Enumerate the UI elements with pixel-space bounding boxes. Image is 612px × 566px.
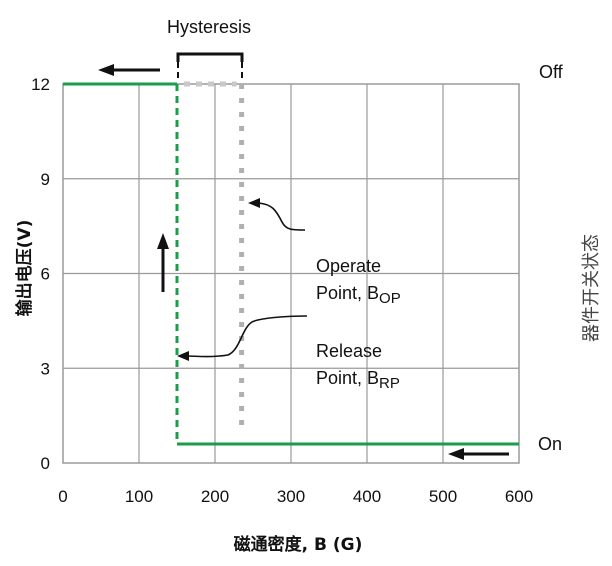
arrow-left-bottom <box>448 448 509 460</box>
operate-point-subscript: OP <box>379 290 401 307</box>
y-tick-label: 9 <box>41 170 50 189</box>
operate-point-label-line2: Point, BOP <box>316 283 401 307</box>
release-point-label-line1: Release <box>316 341 382 361</box>
hysteresis-bracket <box>176 52 244 62</box>
x-tick-label: 200 <box>201 487 229 506</box>
x-tick-label: 500 <box>429 487 457 506</box>
y-tick-label: 3 <box>41 359 50 378</box>
arrow-left-top <box>98 64 160 76</box>
y-tick-label: 6 <box>41 265 50 284</box>
tick-layer: 0 100 200 300 400 500 600 0 3 6 9 12 <box>31 75 533 506</box>
on-label: On <box>538 434 562 454</box>
y-tick-label: 0 <box>41 454 50 473</box>
grid-layer <box>62 83 520 464</box>
x-axis-title: 磁通密度, B (G) <box>234 534 363 555</box>
x-tick-label: 100 <box>125 487 153 506</box>
release-point-subscript: RP <box>379 375 400 392</box>
release-point-leader <box>177 315 308 361</box>
off-label: Off <box>539 62 564 82</box>
operate-point-label-line1: Operate <box>316 256 381 276</box>
x-tick-label: 300 <box>277 487 305 506</box>
plot-layer <box>63 81 519 446</box>
x-tick-label: 400 <box>353 487 381 506</box>
y-axis-title: 输出电压(V) <box>14 220 35 317</box>
x-tick-label: 0 <box>58 487 67 506</box>
arrow-up <box>157 233 169 292</box>
right-axis-title: 器件开关状态 <box>581 234 602 342</box>
x-tick-label: 600 <box>505 487 533 506</box>
release-point-text: Point, B <box>316 368 379 388</box>
hysteresis-label: Hysteresis <box>167 17 251 37</box>
operate-point-text: Point, B <box>316 283 379 303</box>
operate-point-leader <box>248 198 306 231</box>
release-point-label-line2: Point, BRP <box>316 368 400 392</box>
y-tick-label: 12 <box>31 75 50 94</box>
